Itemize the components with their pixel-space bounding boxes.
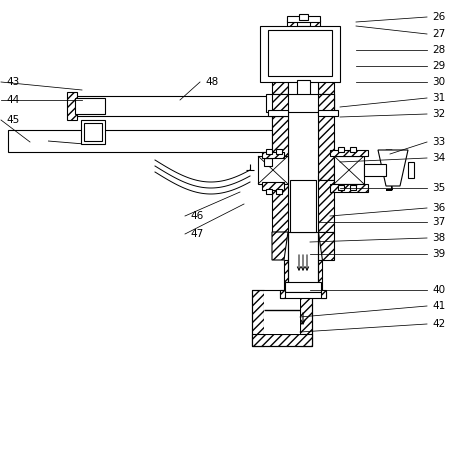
Bar <box>350 147 356 152</box>
Text: 39: 39 <box>432 249 445 259</box>
Text: 45: 45 <box>6 115 19 125</box>
Text: 34: 34 <box>432 153 445 163</box>
Text: 41: 41 <box>432 301 445 311</box>
Bar <box>288 54 318 176</box>
Bar <box>262 182 284 190</box>
Bar <box>338 147 344 152</box>
Text: 38: 38 <box>432 233 445 243</box>
Bar <box>266 189 272 194</box>
Text: 37: 37 <box>432 217 445 227</box>
Text: 48: 48 <box>205 77 218 87</box>
Bar <box>297 80 310 96</box>
Polygon shape <box>378 150 408 186</box>
Bar <box>310 20 319 32</box>
Polygon shape <box>318 232 334 260</box>
Text: 46: 46 <box>190 211 203 221</box>
Bar <box>260 26 340 82</box>
Bar <box>318 180 334 232</box>
Bar <box>8 130 272 152</box>
Bar <box>84 123 102 141</box>
Bar <box>272 180 288 232</box>
Bar <box>272 116 288 162</box>
Bar <box>318 54 334 180</box>
Bar <box>280 292 326 298</box>
Text: 31: 31 <box>432 93 445 103</box>
Bar <box>364 164 386 176</box>
Bar <box>252 290 264 346</box>
Bar <box>75 96 272 116</box>
Bar <box>318 110 338 116</box>
Bar <box>262 152 284 158</box>
Text: 27: 27 <box>432 29 445 39</box>
Bar <box>280 290 285 298</box>
Polygon shape <box>272 232 288 260</box>
Bar <box>284 290 322 294</box>
Bar <box>316 260 322 294</box>
Bar <box>321 290 326 298</box>
Bar <box>264 152 272 158</box>
Text: 30: 30 <box>432 77 445 87</box>
Bar <box>276 149 282 154</box>
Bar <box>299 14 307 20</box>
Bar <box>276 189 282 194</box>
Bar <box>286 20 297 32</box>
Bar <box>252 290 312 346</box>
Bar <box>286 16 319 22</box>
Bar <box>285 282 321 292</box>
Text: 47: 47 <box>190 229 203 239</box>
Bar <box>266 149 272 154</box>
Bar <box>297 26 310 54</box>
Text: 44: 44 <box>6 95 19 105</box>
Bar <box>330 184 368 192</box>
Bar <box>268 30 332 76</box>
Bar <box>408 162 414 178</box>
Bar <box>258 156 288 184</box>
Bar <box>334 156 364 184</box>
Bar <box>272 54 288 180</box>
Bar <box>266 94 334 112</box>
Bar <box>300 290 312 346</box>
Bar <box>81 120 105 144</box>
Text: 36: 36 <box>432 203 445 213</box>
Bar <box>252 334 312 346</box>
Bar <box>272 94 288 112</box>
Text: 33: 33 <box>432 137 445 147</box>
Bar <box>264 290 300 334</box>
Text: 43: 43 <box>6 77 19 87</box>
Text: 42: 42 <box>432 319 445 329</box>
Text: 29: 29 <box>432 61 445 71</box>
Bar <box>67 92 77 120</box>
Text: 26: 26 <box>432 12 445 22</box>
Bar <box>284 260 290 294</box>
Bar <box>288 232 318 294</box>
Bar <box>264 158 272 166</box>
Bar <box>290 180 316 232</box>
Text: 28: 28 <box>432 45 445 55</box>
Bar <box>350 185 356 190</box>
Text: 32: 32 <box>432 109 445 119</box>
Bar <box>75 98 105 114</box>
Text: 35: 35 <box>432 183 445 193</box>
Bar <box>330 150 368 156</box>
Polygon shape <box>386 150 392 190</box>
Bar <box>318 94 334 112</box>
Bar <box>268 110 288 116</box>
Text: 40: 40 <box>432 285 445 295</box>
Bar <box>338 185 344 190</box>
